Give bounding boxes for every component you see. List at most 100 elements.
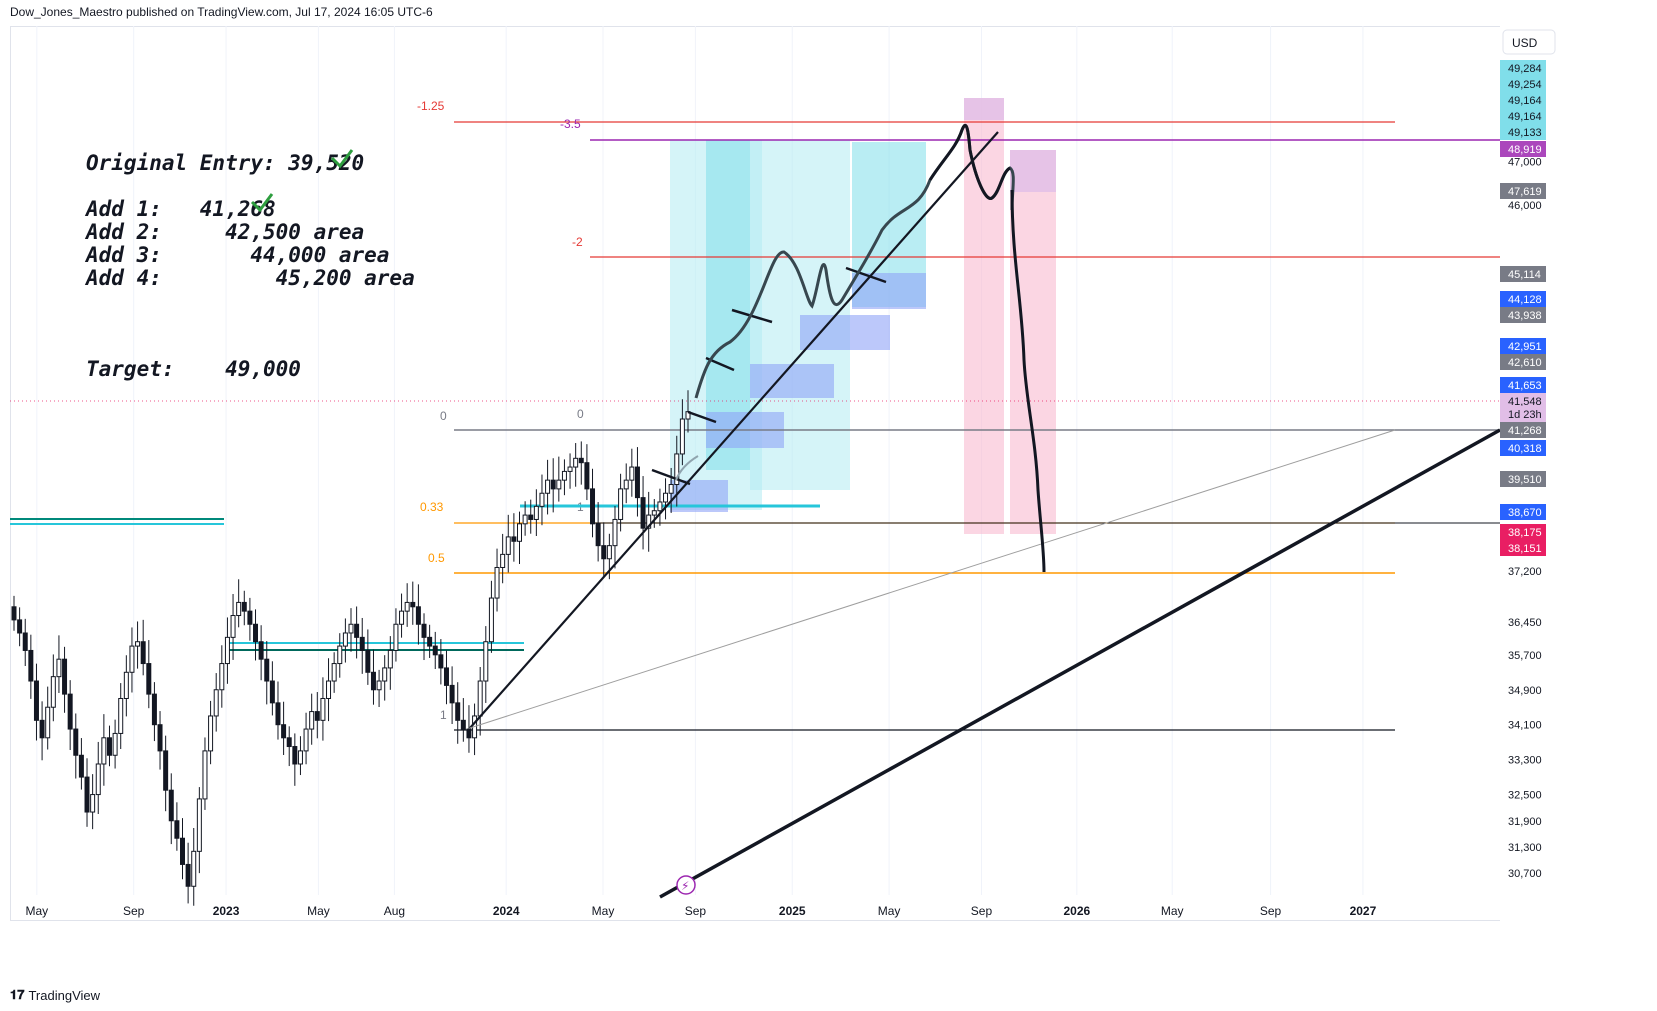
candle-body[interactable] [550, 479, 556, 490]
add-marker[interactable] [651, 468, 691, 486]
trendline-long-grey[interactable] [469, 429, 1396, 729]
candle-body[interactable] [129, 645, 135, 673]
candle-body[interactable] [33, 680, 39, 721]
candle-body[interactable] [331, 663, 337, 682]
candle-body[interactable] [578, 457, 584, 464]
candle-body[interactable] [264, 658, 270, 682]
candle-body[interactable] [393, 623, 399, 651]
candle-body[interactable] [224, 636, 230, 665]
candle-body[interactable] [679, 418, 685, 455]
candle-body[interactable] [180, 837, 185, 865]
candle-body[interactable] [286, 737, 292, 748]
candle-body[interactable] [247, 610, 253, 625]
candle-body[interactable] [387, 649, 393, 669]
candle-body[interactable] [623, 479, 629, 490]
candle-body[interactable] [443, 667, 449, 686]
candle-body[interactable] [382, 667, 388, 682]
candle-body[interactable] [561, 470, 567, 481]
candle-body[interactable] [601, 545, 607, 560]
add-marker[interactable] [845, 266, 887, 284]
candle-body[interactable] [213, 689, 219, 717]
candle-body[interactable] [427, 636, 433, 647]
candle-body[interactable] [483, 641, 489, 682]
candle-body[interactable] [466, 728, 472, 739]
candle-body[interactable] [584, 462, 590, 490]
candle-body[interactable] [106, 737, 112, 756]
candle-body[interactable] [634, 466, 640, 499]
candle-body[interactable] [326, 680, 332, 699]
candle-body[interactable] [629, 466, 635, 481]
candle-body[interactable] [365, 649, 371, 673]
candle-body[interactable] [354, 623, 360, 638]
candle-body[interactable] [269, 680, 275, 704]
candle-body[interactable] [303, 728, 309, 752]
candle-body[interactable] [595, 523, 601, 547]
candle-body[interactable] [359, 636, 365, 651]
candle-body[interactable] [208, 715, 214, 752]
candle-body[interactable] [78, 754, 84, 778]
candle-body[interactable] [219, 663, 225, 691]
candle-body[interactable] [112, 732, 118, 756]
candle-body[interactable] [494, 566, 500, 599]
candle-body[interactable] [342, 632, 348, 647]
candle-body[interactable] [376, 680, 382, 691]
candle-body[interactable] [28, 649, 34, 682]
candle-body[interactable] [174, 820, 180, 839]
candle-body[interactable] [399, 610, 405, 625]
candle-body[interactable] [168, 789, 174, 822]
candle-body[interactable] [230, 615, 236, 638]
candle-body[interactable] [415, 606, 421, 625]
candle-body[interactable] [67, 693, 73, 730]
candle-body[interactable] [477, 680, 483, 717]
candle-body[interactable] [292, 746, 298, 765]
candle-body[interactable] [95, 763, 101, 796]
candle-body[interactable] [337, 645, 343, 665]
candle-body[interactable] [135, 641, 141, 647]
candle-body[interactable] [314, 711, 320, 721]
candle-body[interactable] [17, 619, 23, 634]
candle-body[interactable] [118, 697, 124, 734]
candle-body[interactable] [185, 863, 191, 887]
candle-body[interactable] [39, 719, 45, 739]
candle-body[interactable] [56, 658, 62, 678]
candle-body[interactable] [556, 479, 562, 490]
candle-body[interactable] [668, 484, 674, 494]
candle-body[interactable] [545, 479, 551, 494]
candle-body[interactable] [22, 632, 28, 651]
trendline-long-support[interactable] [659, 428, 1501, 899]
candle-body[interactable] [505, 536, 511, 555]
candle-body[interactable] [253, 623, 259, 643]
candle-body[interactable] [320, 697, 326, 721]
candle-body[interactable] [657, 501, 663, 512]
candle-body[interactable] [348, 623, 354, 634]
candle-body[interactable] [309, 711, 315, 730]
candle-body[interactable] [646, 514, 652, 529]
candle-body[interactable] [62, 658, 68, 695]
candle-body[interactable] [236, 601, 242, 617]
candle-body[interactable] [421, 623, 427, 638]
candle-body[interactable] [45, 706, 51, 739]
candle-body[interactable] [140, 641, 146, 665]
candle-body[interactable] [191, 850, 197, 887]
candle-body[interactable] [432, 645, 438, 656]
candle-body[interactable] [651, 510, 657, 516]
candle-body[interactable] [612, 518, 618, 547]
candle-body[interactable] [101, 737, 107, 765]
candle-body[interactable] [455, 702, 461, 721]
candle-body[interactable] [202, 750, 208, 800]
candle-body[interactable] [522, 514, 528, 525]
candle-body[interactable] [685, 411, 691, 420]
candle-body[interactable] [297, 750, 303, 765]
candle-body[interactable] [123, 671, 129, 699]
candle-body[interactable] [618, 488, 624, 520]
candle-body[interactable] [590, 488, 596, 525]
candle-body[interactable] [517, 523, 522, 542]
candle-body[interactable] [275, 702, 281, 726]
candle-body[interactable] [11, 606, 17, 621]
candle-body[interactable] [404, 601, 410, 612]
candle-body[interactable] [533, 505, 539, 520]
candle-body[interactable] [196, 798, 202, 852]
candle-body[interactable] [73, 728, 79, 756]
candle-body[interactable] [146, 663, 152, 695]
